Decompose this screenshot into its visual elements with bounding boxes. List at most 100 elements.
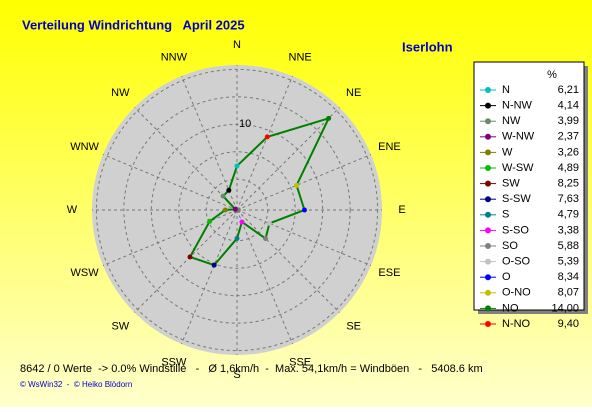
legend-marker: [485, 305, 491, 312]
legend-name: SO: [502, 240, 518, 252]
marker: [301, 207, 307, 213]
direction-label: NNE: [289, 51, 312, 63]
legend-marker: [485, 102, 491, 109]
marker: [187, 254, 193, 260]
direction-label: NE: [346, 87, 361, 99]
legend-name: S-SO: [502, 224, 529, 236]
legend-value: 2,37: [558, 131, 579, 143]
legend-name: W: [502, 146, 513, 158]
legend-marker: [485, 211, 491, 218]
legend-marker: [485, 149, 491, 156]
legend-value: 8,07: [558, 287, 579, 299]
chart-title: Verteilung Windrichtung April 2025: [22, 17, 245, 32]
marker: [234, 163, 240, 169]
legend-name: S: [502, 209, 509, 221]
legend-title: %: [547, 69, 557, 81]
spoke: [236, 154, 372, 211]
spoke: [134, 209, 238, 313]
legend-value: 3,26: [558, 146, 579, 158]
marker: [263, 236, 269, 242]
direction-label: N: [233, 39, 241, 51]
legend-value: 9,40: [558, 318, 579, 330]
spoke: [181, 75, 238, 211]
legend-marker: [485, 180, 491, 187]
direction-label: NNW: [161, 51, 188, 63]
legend-name: O-SO: [502, 256, 531, 268]
marker: [232, 206, 238, 212]
legend-name: S-SW: [502, 193, 531, 205]
r-tick-label: 10: [239, 118, 251, 130]
direction-label: ENE: [378, 141, 401, 153]
spoke: [134, 107, 238, 211]
grid-ring: [123, 96, 351, 324]
spoke: [236, 209, 293, 345]
legend-marker: [485, 133, 491, 140]
credit: © WsWin32 - © Heiko Blödorn: [20, 380, 132, 389]
legend-value: 6,21: [558, 84, 579, 96]
legend-value: 3,99: [558, 115, 579, 127]
location: Iserlohn: [402, 39, 453, 54]
direction-label: S: [233, 369, 240, 381]
direction-label: SSW: [161, 356, 187, 368]
marker: [222, 207, 228, 213]
legend-marker: [485, 196, 491, 203]
legend-value: 3,38: [558, 224, 579, 236]
marker: [294, 182, 300, 188]
direction-label: W: [67, 204, 78, 216]
legend-marker: [485, 289, 491, 296]
direction-label: E: [398, 204, 405, 216]
legend-value: 5,88: [558, 240, 579, 252]
direction-label: WNW: [70, 141, 99, 153]
spoke: [236, 75, 293, 211]
legend-marker: [485, 118, 491, 125]
legend-marker: [485, 274, 491, 281]
legend-name: N-NO: [502, 318, 531, 330]
legend-value: 14,00: [551, 302, 579, 314]
spoke: [181, 209, 238, 345]
spoke: [236, 209, 340, 313]
legend-name: W-SW: [502, 162, 534, 174]
spoke: [102, 154, 238, 211]
direction-label: WSW: [71, 267, 100, 279]
legend-marker: [485, 243, 491, 249]
legend-name: O-NO: [502, 287, 531, 299]
legend-marker: [485, 87, 491, 93]
spoke: [102, 209, 238, 266]
legend-marker: [485, 321, 491, 327]
legend-name: N: [502, 84, 510, 96]
legend-marker: [485, 227, 491, 234]
legend-box: [473, 61, 585, 311]
marker: [239, 219, 245, 225]
legend-value: 4,14: [558, 100, 579, 112]
direction-label: SW: [111, 321, 129, 333]
legend-name: W-NW: [502, 131, 535, 143]
grid-ring: [178, 151, 296, 269]
legend-value: 7,63: [558, 193, 579, 205]
legend-value: 5,39: [558, 256, 579, 268]
direction-label: ESE: [378, 267, 400, 279]
marker: [226, 187, 232, 193]
legend-name: NW: [502, 115, 521, 127]
spoke: [236, 107, 340, 211]
marker: [264, 134, 270, 140]
legend-name: N-NW: [502, 100, 533, 112]
legend-marker: [485, 165, 491, 171]
spoke: [236, 209, 372, 266]
marker: [234, 235, 240, 241]
legend-name: SW: [502, 178, 520, 190]
direction-label: NW: [111, 87, 130, 99]
direction-label: SE: [346, 321, 361, 333]
legend-value: 4,89: [558, 162, 579, 174]
marker: [220, 193, 226, 199]
grid-ring: [233, 206, 241, 214]
direction-label: SSE: [289, 356, 311, 368]
marker: [207, 218, 213, 224]
legend-value: 4,79: [558, 209, 579, 221]
marker: [211, 262, 217, 268]
legend-name: O: [502, 271, 511, 283]
legend-marker: [485, 258, 491, 265]
marker: [326, 115, 332, 121]
legend-name: NO: [502, 302, 519, 314]
